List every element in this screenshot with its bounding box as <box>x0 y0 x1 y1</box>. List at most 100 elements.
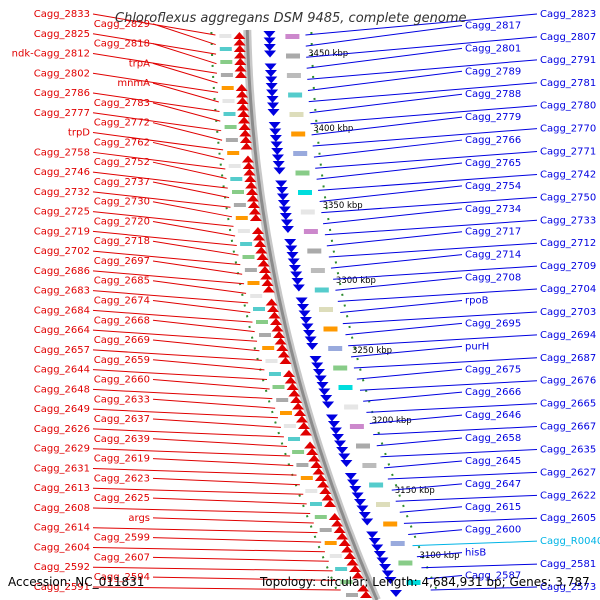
label-leader <box>152 23 216 46</box>
feature-box-inner <box>235 216 248 220</box>
feature-box-outer <box>323 326 338 332</box>
gene-arrow-plus <box>299 317 312 324</box>
gene-arrow-plus <box>269 135 282 142</box>
feature-box-outer <box>344 404 359 410</box>
feature-box-inner <box>219 34 232 38</box>
label-leader <box>312 128 538 147</box>
feature-box-outer <box>288 92 303 98</box>
gene-arrow-plus <box>356 505 369 513</box>
gene-arrow-plus <box>368 538 381 545</box>
gene-arrow-plus <box>373 551 386 558</box>
gene-arrow-plus <box>270 141 283 149</box>
label-leader <box>376 437 463 447</box>
gene-label: Cagg_2649 <box>34 404 90 415</box>
gene-label: Cagg_2683 <box>34 286 90 297</box>
label-leader <box>321 196 538 214</box>
label-leader <box>353 357 538 369</box>
gene-arrow-plus <box>277 200 290 207</box>
label-leader <box>152 418 281 428</box>
gene-arrow-plus <box>276 187 289 194</box>
gene-arrow-plus <box>281 226 294 233</box>
gene-label: Cagg_2625 <box>94 493 150 504</box>
label-leader <box>152 477 300 486</box>
gene-arrow-minus <box>238 123 251 130</box>
gene-arrow-minus <box>237 110 250 117</box>
gene-arrow-plus <box>312 369 325 376</box>
feature-box-inner <box>237 229 250 233</box>
gene-arrow-plus <box>263 37 276 45</box>
label-leader <box>92 369 268 380</box>
gene-label: Cagg_2712 <box>540 238 596 249</box>
feature-box-outer <box>349 424 364 429</box>
gene-arrow-plus <box>271 148 284 155</box>
gene-arrow-plus <box>286 252 299 259</box>
gene-arrow-plus <box>338 453 351 461</box>
gene-label: Cagg_2788 <box>465 89 521 100</box>
label-leader <box>309 93 463 114</box>
gene-arrow-plus <box>284 239 297 246</box>
feature-box-inner <box>222 99 235 103</box>
gene-label: Cagg_2817 <box>465 20 521 31</box>
genome-track: 3450 kbp 3400 kbp 3350 kbp 3300 kbp 3250 kbp… <box>210 29 459 600</box>
gene-label: Cagg_2750 <box>540 192 596 203</box>
label-leader <box>152 240 239 256</box>
feature-box-outer <box>376 502 390 507</box>
feature-box-inner <box>221 86 234 90</box>
gene-arrow-plus <box>371 544 384 552</box>
gene-arrow-plus <box>379 564 392 571</box>
gene-arrow-minus <box>277 350 290 358</box>
label-leader <box>152 497 307 505</box>
gene-arrow-minus <box>235 84 248 91</box>
gene-arrow-minus <box>321 493 334 501</box>
genome-summary-text: Topology: circular; Length: 4,684,931 bp… <box>259 575 590 589</box>
gene-arrow-plus <box>316 382 329 389</box>
gene-label: mnmA <box>117 78 150 89</box>
gene-label: Cagg_2752 <box>94 157 150 168</box>
gene-arrow-plus <box>268 122 281 129</box>
gene-label: trpD <box>68 128 90 139</box>
gene-arrow-minus <box>253 233 266 241</box>
feature-box-inner <box>259 333 271 337</box>
gene-label: Cagg_2604 <box>34 542 90 553</box>
gene-arrow-minus <box>343 552 356 559</box>
label-leader <box>369 414 463 424</box>
gene-label: Cagg_2623 <box>94 473 150 484</box>
label-leader <box>340 300 463 313</box>
gene-arrow-minus <box>284 376 297 384</box>
gene-arrow-plus <box>263 44 276 51</box>
label-leader <box>324 219 538 236</box>
gene-arrow-plus <box>344 473 357 480</box>
label-leader <box>152 537 322 543</box>
gene-label: Cagg_2807 <box>540 32 596 43</box>
gene-arrow-minus <box>236 97 249 104</box>
feature-box-outer <box>291 131 306 137</box>
feature-box-inner <box>224 125 237 129</box>
gene-arrow-plus <box>349 486 362 493</box>
feature-box-inner <box>244 268 257 272</box>
gene-label: Cagg_2719 <box>34 226 90 237</box>
label-leader <box>421 563 538 569</box>
gene-arrow-plus <box>267 109 280 116</box>
label-leader <box>92 467 297 476</box>
feature-box-inner <box>253 307 265 311</box>
gene-arrow-plus <box>340 460 353 467</box>
label-leader <box>152 280 247 294</box>
gene-label: Cagg_2608 <box>34 503 90 514</box>
label-leader <box>152 220 236 237</box>
gene-arrow-minus <box>234 51 247 59</box>
gene-label: Cagg_2573 <box>540 582 596 593</box>
gene-arrow-minus <box>245 181 258 189</box>
gene-arrow-plus <box>297 304 310 311</box>
gene-label: Cagg_2765 <box>465 158 521 169</box>
label-leader <box>305 13 538 36</box>
gene-arrow-minus <box>246 194 259 202</box>
gene-arrow-minus <box>233 32 246 39</box>
label-leader <box>92 72 219 93</box>
feature-box-outer <box>300 209 315 215</box>
label-leader <box>92 329 258 342</box>
gene-arrow-minus <box>308 454 321 462</box>
gene-label: ndk-Cagg_2812 <box>12 49 90 60</box>
gene-arrow-minus <box>234 58 247 65</box>
gene-arrow-plus <box>271 154 284 162</box>
gene-arrow-minus <box>258 266 271 273</box>
